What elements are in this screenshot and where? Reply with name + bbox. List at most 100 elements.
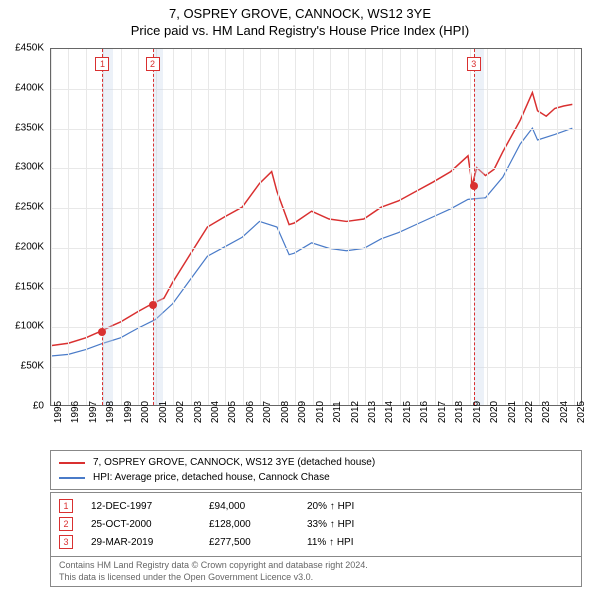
marker-number-box: 2 (146, 57, 160, 71)
y-tick-label: £200K (15, 241, 44, 252)
gridline-v (121, 49, 122, 405)
x-tick-label: 2003 (193, 401, 204, 423)
x-tick-label: 2014 (384, 401, 395, 423)
event-delta: 20% ↑ HPI (307, 501, 407, 512)
event-row: 329-MAR-2019£277,50011% ↑ HPI (59, 533, 573, 551)
legend-row: 7, OSPREY GROVE, CANNOCK, WS12 3YE (deta… (59, 455, 573, 470)
marker-band (153, 49, 163, 405)
gridline-h (51, 327, 581, 328)
x-tick-label: 2019 (472, 401, 483, 423)
gridline-v (51, 49, 52, 405)
gridline-v (487, 49, 488, 405)
y-tick-label: £350K (15, 122, 44, 133)
x-tick-label: 2004 (210, 401, 221, 423)
event-date: 12-DEC-1997 (91, 501, 191, 512)
footer-line-1: Contains HM Land Registry data © Crown c… (59, 560, 573, 572)
gridline-h (51, 208, 581, 209)
x-tick-label: 2009 (297, 401, 308, 423)
gridline-v (208, 49, 209, 405)
marker-number-box: 3 (467, 57, 481, 71)
marker-line (474, 49, 475, 405)
event-delta: 33% ↑ HPI (307, 519, 407, 530)
event-date: 25-OCT-2000 (91, 519, 191, 530)
gridline-h (51, 367, 581, 368)
x-tick-label: 2015 (402, 401, 413, 423)
marker-band (102, 49, 112, 405)
x-tick-label: 1995 (53, 401, 64, 423)
chart-svg (51, 49, 581, 405)
x-tick-label: 2020 (489, 401, 500, 423)
title-address: 7, OSPREY GROVE, CANNOCK, WS12 3YE (0, 6, 600, 21)
gridline-v (313, 49, 314, 405)
legend-label: 7, OSPREY GROVE, CANNOCK, WS12 3YE (deta… (93, 457, 375, 468)
gridline-v (68, 49, 69, 405)
event-row: 112-DEC-1997£94,00020% ↑ HPI (59, 497, 573, 515)
x-tick-label: 1996 (70, 401, 81, 423)
gridline-v (400, 49, 401, 405)
gridline-h (51, 129, 581, 130)
gridline-v (417, 49, 418, 405)
legend: 7, OSPREY GROVE, CANNOCK, WS12 3YE (deta… (50, 450, 582, 490)
gridline-v (435, 49, 436, 405)
gridline-h (51, 168, 581, 169)
x-tick-label: 2008 (280, 401, 291, 423)
x-tick-label: 2001 (158, 401, 169, 423)
marker-band (474, 49, 484, 405)
x-tick-label: 2017 (437, 401, 448, 423)
marker-line (153, 49, 154, 405)
gridline-v (452, 49, 453, 405)
y-tick-label: £250K (15, 202, 44, 213)
x-tick-label: 2000 (140, 401, 151, 423)
gridline-v (522, 49, 523, 405)
x-tick-label: 2024 (559, 401, 570, 423)
event-price: £94,000 (209, 501, 289, 512)
chart-plot-area: 1 2 3 (50, 48, 582, 406)
x-tick-label: 2025 (576, 401, 587, 423)
event-price: £277,500 (209, 537, 289, 548)
x-axis: 1995199619971998199920002001200220032004… (50, 408, 582, 448)
gridline-v (260, 49, 261, 405)
y-tick-label: £300K (15, 162, 44, 173)
x-tick-label: 2007 (262, 401, 273, 423)
gridline-v (348, 49, 349, 405)
event-delta: 11% ↑ HPI (307, 537, 407, 548)
title-block: 7, OSPREY GROVE, CANNOCK, WS12 3YE Price… (0, 0, 600, 38)
x-tick-label: 2005 (227, 401, 238, 423)
gridline-v (86, 49, 87, 405)
gridline-v (278, 49, 279, 405)
gridline-v (191, 49, 192, 405)
gridline-v (295, 49, 296, 405)
x-tick-label: 2010 (315, 401, 326, 423)
x-tick-label: 2012 (350, 401, 361, 423)
marker-dot (470, 182, 478, 190)
chart-container: 7, OSPREY GROVE, CANNOCK, WS12 3YE Price… (0, 0, 600, 590)
gridline-v (382, 49, 383, 405)
gridline-v (243, 49, 244, 405)
marker-number-box: 1 (95, 57, 109, 71)
event-marker-box: 2 (59, 517, 73, 531)
event-price: £128,000 (209, 519, 289, 530)
y-tick-label: £0 (33, 401, 44, 412)
events-table: 112-DEC-1997£94,00020% ↑ HPI225-OCT-2000… (50, 492, 582, 558)
y-tick-label: £50K (21, 361, 44, 372)
gridline-h (51, 248, 581, 249)
x-tick-label: 2018 (454, 401, 465, 423)
gridline-h (51, 89, 581, 90)
gridline-v (539, 49, 540, 405)
x-tick-label: 1997 (88, 401, 99, 423)
event-marker-box: 3 (59, 535, 73, 549)
x-tick-label: 2022 (524, 401, 535, 423)
x-tick-label: 2016 (419, 401, 430, 423)
x-tick-label: 2023 (541, 401, 552, 423)
gridline-v (225, 49, 226, 405)
y-tick-label: £400K (15, 82, 44, 93)
x-tick-label: 2011 (332, 401, 343, 423)
footer-line-2: This data is licensed under the Open Gov… (59, 572, 573, 584)
title-subtitle: Price paid vs. HM Land Registry's House … (0, 23, 600, 38)
y-axis: £0£50K£100K£150K£200K£250K£300K£350K£400… (0, 48, 48, 406)
marker-dot (149, 301, 157, 309)
x-tick-label: 2021 (507, 401, 518, 423)
x-tick-label: 1998 (105, 401, 116, 423)
gridline-v (330, 49, 331, 405)
footer-attribution: Contains HM Land Registry data © Crown c… (50, 556, 582, 587)
